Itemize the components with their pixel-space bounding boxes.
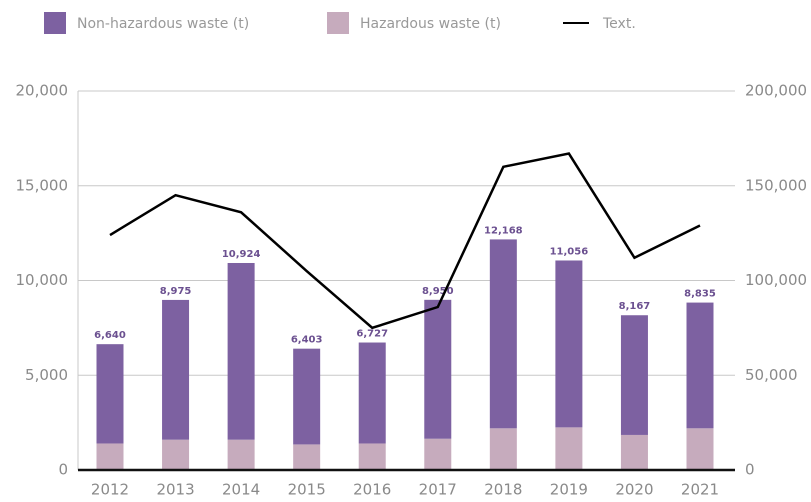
bar bbox=[489, 239, 517, 429]
bar bbox=[162, 439, 190, 470]
bar bbox=[686, 428, 714, 470]
bar bbox=[424, 299, 452, 439]
total-label: 11,056 bbox=[550, 246, 589, 257]
bar bbox=[555, 260, 583, 428]
y-tick-label: 0 bbox=[58, 461, 68, 479]
y2-tick-label: 100,000 bbox=[745, 271, 807, 289]
bar bbox=[686, 302, 714, 429]
y-tick-label: 10,000 bbox=[16, 271, 69, 289]
bar bbox=[227, 262, 255, 440]
bar bbox=[358, 443, 386, 470]
x-tick-label: 2014 bbox=[222, 481, 260, 499]
bar bbox=[424, 438, 452, 470]
x-tick-label: 2019 bbox=[550, 481, 588, 499]
x-tick-label: 2017 bbox=[419, 481, 457, 499]
x-tick-label: 2021 bbox=[681, 481, 719, 499]
legend-label: Non-hazardous waste (t) bbox=[77, 16, 249, 32]
total-label: 8,835 bbox=[684, 289, 716, 300]
bar bbox=[227, 439, 255, 470]
total-label: 10,924 bbox=[222, 249, 261, 260]
x-tick-label: 2015 bbox=[288, 481, 326, 499]
bar bbox=[162, 299, 190, 440]
total-label: 8,167 bbox=[619, 301, 651, 312]
legend-swatch bbox=[44, 12, 66, 34]
x-tick-label: 2012 bbox=[91, 481, 129, 499]
y2-tick-label: 0 bbox=[745, 461, 755, 479]
total-label: 8,975 bbox=[160, 286, 192, 297]
total-label: 6,640 bbox=[94, 330, 126, 341]
bar bbox=[358, 342, 386, 444]
total-label: 12,168 bbox=[484, 225, 523, 236]
legend-swatch bbox=[327, 12, 349, 34]
x-tick-label: 2016 bbox=[353, 481, 391, 499]
legend-label: Text. bbox=[602, 16, 636, 32]
bar bbox=[293, 348, 321, 445]
y-tick-label: 20,000 bbox=[16, 82, 69, 100]
x-tick-label: 2018 bbox=[484, 481, 522, 499]
total-label: 6,403 bbox=[291, 335, 323, 346]
bar bbox=[293, 444, 321, 470]
y2-tick-label: 150,000 bbox=[745, 176, 807, 194]
y2-tick-label: 200,000 bbox=[745, 82, 807, 100]
bar bbox=[620, 315, 648, 435]
bar bbox=[96, 443, 124, 470]
bar bbox=[620, 434, 648, 470]
x-tick-label: 2020 bbox=[615, 481, 653, 499]
bar bbox=[96, 344, 124, 444]
y-tick-label: 15,000 bbox=[16, 176, 69, 194]
line bbox=[109, 152, 701, 330]
x-tick-label: 2013 bbox=[156, 481, 194, 499]
y-tick-label: 5,000 bbox=[25, 366, 68, 384]
total-label: 8,950 bbox=[422, 286, 454, 297]
total-label: 6,727 bbox=[356, 329, 388, 340]
y2-tick-label: 50,000 bbox=[745, 366, 798, 384]
bar bbox=[555, 427, 583, 470]
legend-label: Hazardous waste (t) bbox=[360, 16, 501, 32]
bar bbox=[489, 428, 517, 470]
